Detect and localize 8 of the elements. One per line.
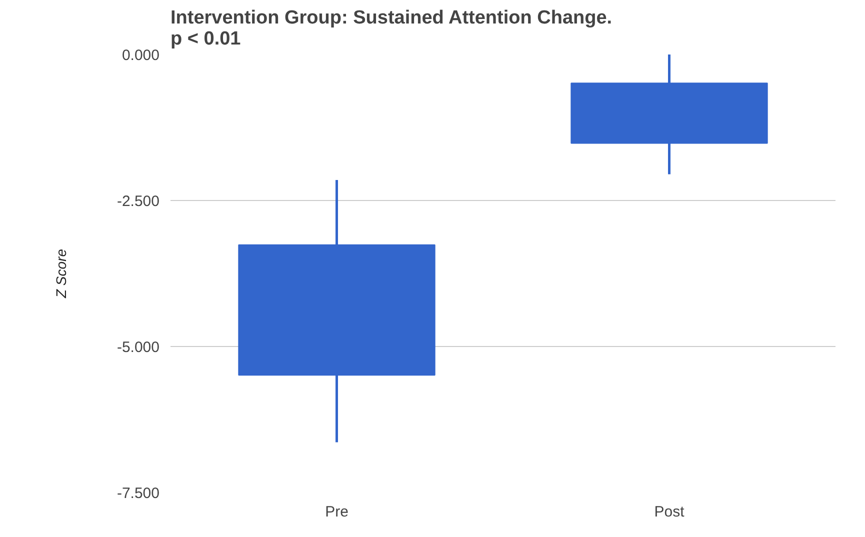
y-tick-label: -7.500 xyxy=(116,485,160,502)
y-tick-label: -2.500 xyxy=(116,193,160,210)
y-axis-title: Z Score xyxy=(52,248,69,300)
x-tick-label: Pre xyxy=(325,504,348,520)
chart-title: Intervention Group: Sustained Attention Change. p < 0.01 xyxy=(170,8,612,50)
y-tick-label: -5.000 xyxy=(116,339,160,356)
y-tick-label: 0.000 xyxy=(122,47,160,64)
x-tick-label: Post xyxy=(654,504,686,520)
